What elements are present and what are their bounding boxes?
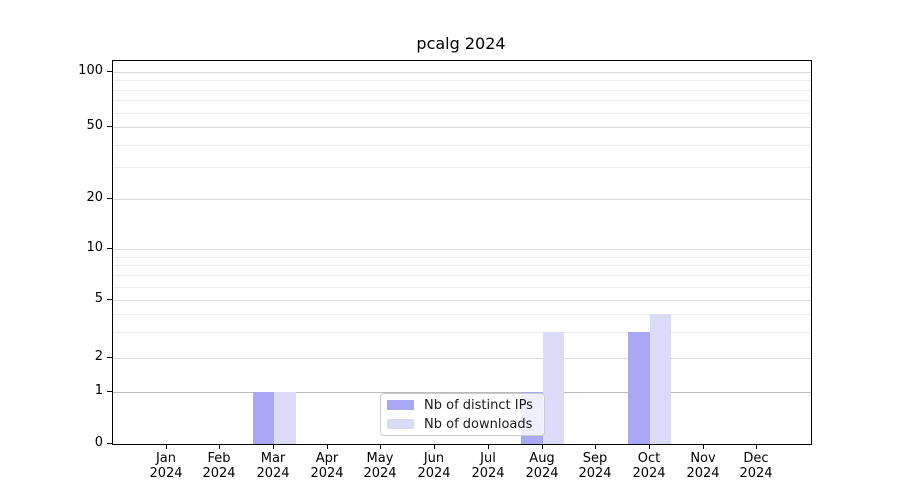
- major-gridline: [113, 358, 811, 359]
- x-axis-tick-label: Jan 2024: [149, 451, 183, 481]
- y-axis-tick-label: 5: [94, 291, 103, 306]
- x-axis-tick-label: Apr 2024: [310, 451, 344, 481]
- x-axis-tick-label: Jul 2024: [471, 451, 505, 481]
- major-gridline: [113, 300, 811, 301]
- bar-downloads-mar: [274, 392, 296, 444]
- minor-gridline: [113, 314, 811, 315]
- y-axis-tick: [107, 357, 112, 358]
- y-axis-tick: [107, 299, 112, 300]
- y-axis-tick: [107, 71, 112, 72]
- x-axis-tick: [649, 444, 650, 449]
- x-axis-tick: [380, 444, 381, 449]
- y-axis-tick-label: 20: [86, 190, 103, 205]
- bar-downloads-oct: [649, 314, 672, 444]
- y-axis-tick: [107, 443, 112, 444]
- bar-downloads-aug: [542, 332, 564, 444]
- minor-gridline: [113, 167, 811, 168]
- minor-gridline: [113, 332, 811, 333]
- x-axis-tick: [542, 444, 543, 449]
- x-axis-tick: [703, 444, 704, 449]
- minor-gridline: [113, 100, 811, 101]
- x-axis-tick-label: May 2024: [363, 451, 397, 481]
- minor-gridline: [113, 257, 811, 258]
- legend-label-downloads: Nb of downloads: [424, 416, 533, 432]
- legend-label-distinct-ips: Nb of distinct IPs: [424, 397, 533, 413]
- legend-item-downloads: Nb of downloads: [387, 415, 544, 434]
- major-gridline: [113, 249, 811, 250]
- x-axis-tick-label: Mar 2024: [256, 451, 290, 481]
- y-axis-tick: [107, 248, 112, 249]
- x-axis-tick: [434, 444, 435, 449]
- minor-gridline: [113, 287, 811, 288]
- y-axis-tick-label: 10: [86, 240, 103, 255]
- major-gridline: [113, 127, 811, 128]
- minor-gridline: [113, 90, 811, 91]
- x-axis-tick: [488, 444, 489, 449]
- minor-gridline: [113, 145, 811, 146]
- y-axis-tick: [107, 198, 112, 199]
- x-axis-tick: [219, 444, 220, 449]
- bar-distinct-ips-mar: [252, 392, 275, 444]
- y-axis-tick-label: 100: [78, 63, 103, 78]
- legend-item-distinct-ips: Nb of distinct IPs: [387, 396, 544, 415]
- chart-title: pcalg 2024: [416, 34, 506, 53]
- x-axis-tick-label: Nov 2024: [686, 451, 720, 481]
- chart-legend: Nb of distinct IPs Nb of downloads: [380, 393, 545, 436]
- minor-gridline: [113, 265, 811, 266]
- x-axis-tick-label: Feb 2024: [202, 451, 236, 481]
- minor-gridline: [113, 113, 811, 114]
- x-axis-tick-label: Sep 2024: [578, 451, 612, 481]
- major-gridline: [113, 392, 811, 393]
- x-axis-tick-label: Jun 2024: [417, 451, 451, 481]
- bar-distinct-ips-oct: [628, 332, 650, 444]
- y-axis-tick-label: 2: [94, 349, 103, 364]
- major-gridline: [113, 199, 811, 200]
- x-axis-tick: [273, 444, 274, 449]
- y-axis-tick-label: 50: [86, 118, 103, 133]
- x-axis-tick-label: Aug 2024: [525, 451, 559, 481]
- x-axis-tick: [756, 444, 757, 449]
- x-axis-tick: [595, 444, 596, 449]
- x-axis-tick: [166, 444, 167, 449]
- y-axis-tick-label: 0: [94, 435, 103, 450]
- plot-area: Nb of distinct IPs Nb of downloads: [112, 60, 812, 445]
- y-axis-tick-label: 1: [94, 383, 103, 398]
- y-axis-tick: [107, 126, 112, 127]
- major-gridline: [113, 72, 811, 73]
- x-axis-tick-label: Oct 2024: [632, 451, 666, 481]
- legend-swatch-downloads: [387, 419, 414, 429]
- x-axis-tick: [327, 444, 328, 449]
- y-axis-tick: [107, 391, 112, 392]
- x-axis-tick-label: Dec 2024: [739, 451, 773, 481]
- minor-gridline: [113, 80, 811, 81]
- legend-swatch-distinct-ips: [387, 400, 414, 410]
- minor-gridline: [113, 275, 811, 276]
